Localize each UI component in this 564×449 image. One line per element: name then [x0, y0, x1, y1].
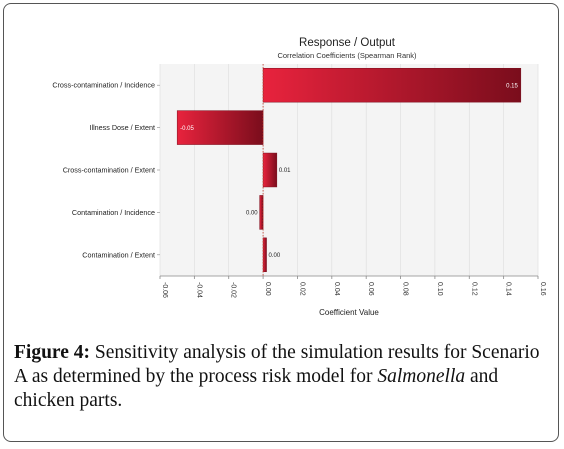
x-axis-label: Coefficient Value	[319, 308, 379, 317]
chart-subtitle: Correlation Coefficients (Spearman Rank)	[277, 51, 417, 60]
chart-title: Response / Output	[299, 37, 396, 49]
data-label: 0.00	[246, 211, 258, 217]
category-label: Cross-contamination / Incidence	[52, 81, 155, 90]
caption-text: Sensitivity analysis of the simulation r…	[14, 342, 540, 387]
category-label: Illness Dose / Extent	[89, 123, 155, 132]
data-label: 0.15	[506, 83, 518, 89]
x-tick-label: 0.06	[367, 282, 374, 296]
x-tick-label: -0.02	[230, 282, 237, 298]
tornado-chart: Response / Output Correlation Coefficien…	[52, 37, 546, 317]
x-tick-label: 0.12	[470, 282, 477, 296]
x-tick-label: 0.04	[333, 282, 340, 296]
data-label: -0.05	[180, 126, 194, 132]
bar	[262, 237, 267, 273]
caption-text-end: and chicken parts.	[14, 366, 499, 411]
x-tick-label: -0.06	[161, 282, 168, 298]
bar	[262, 152, 278, 188]
bar	[176, 110, 264, 145]
data-label: 0.01	[279, 168, 291, 174]
category-label: Contamination / Extent	[82, 250, 155, 259]
x-tick-label: 0.02	[298, 282, 305, 296]
bar	[262, 67, 522, 103]
category-label: Cross-contamination / Extent	[63, 166, 155, 175]
x-tick-label: 0.00	[264, 282, 271, 296]
x-axis: -0.06 -0.04 -0.02 0.00 0.02 0.04 0.06 0.08 0.10 0…	[159, 275, 546, 298]
caption-label: Figure 4:	[14, 342, 91, 363]
caption-organism: Salmonella	[377, 366, 466, 387]
data-label: 0.00	[269, 253, 281, 259]
bars: 0.15 -0.05 0.01 0.00 0.00	[176, 67, 522, 273]
x-tick-label: 0.16	[539, 282, 546, 296]
bar	[259, 195, 264, 230]
x-tick-label: 0.14	[505, 282, 512, 296]
figure-caption: Figure 4: Sensitivity analysis of the si…	[14, 341, 554, 413]
y-axis-categories: Cross-contamination / Incidence Illness D…	[52, 81, 160, 259]
category-label: Contamination / Incidence	[72, 208, 155, 217]
x-tick-label: -0.04	[195, 282, 202, 298]
x-tick-label: 0.08	[402, 282, 409, 296]
x-tick-label: 0.10	[436, 282, 443, 296]
